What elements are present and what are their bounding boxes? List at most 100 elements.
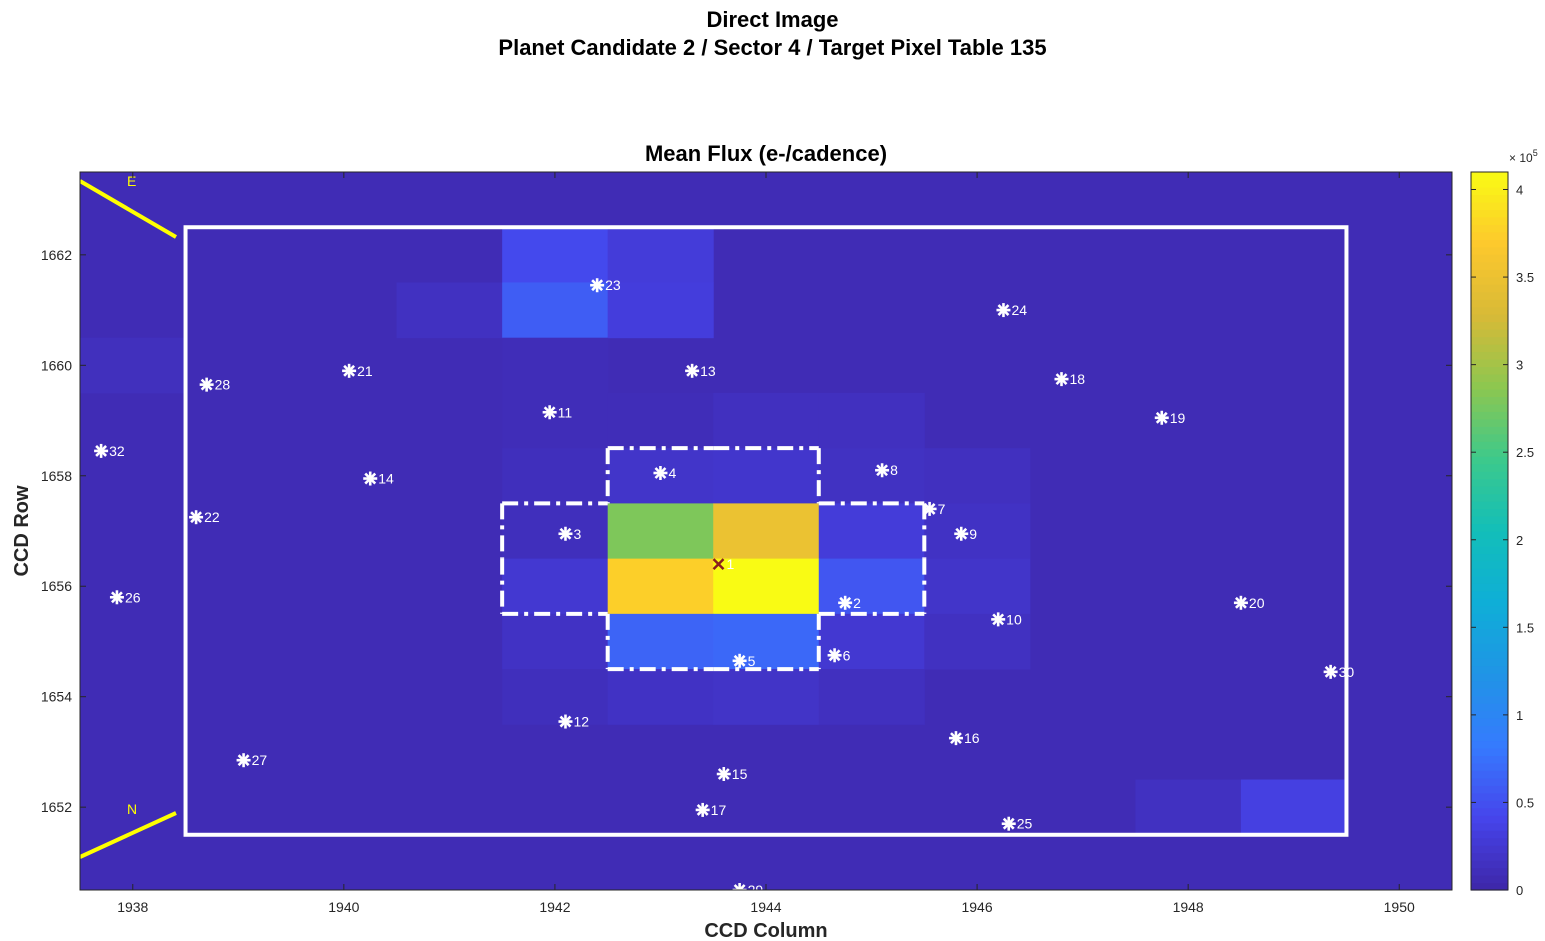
- heatmap-pixel: [924, 558, 1031, 615]
- star-label: 3: [573, 526, 581, 542]
- heatmap-pixel: [80, 337, 187, 394]
- star-label: 7: [938, 501, 946, 517]
- compass-north-label: N: [127, 801, 137, 817]
- star-label: 10: [1006, 611, 1022, 627]
- heatmap-pixel: [1135, 779, 1242, 836]
- star-marker: 12: [558, 714, 589, 730]
- heatmap-pixel: [713, 448, 820, 504]
- x-tick-label: 1950: [1384, 899, 1415, 915]
- x-axis-label: CCD Column: [704, 920, 827, 941]
- mask-outline: [183, 225, 1349, 837]
- heatmap-pixel: [607, 227, 714, 283]
- heatmap-pixel: [713, 558, 820, 615]
- heatmap-pixel: [607, 558, 714, 615]
- y-tick-label: 1654: [41, 689, 72, 705]
- star-marker: 24: [996, 302, 1027, 318]
- colorbar-tick-label: 2: [1516, 533, 1523, 548]
- colorbar-tick-label: 0: [1516, 883, 1523, 898]
- star-label: 13: [700, 363, 716, 379]
- heatmap-pixel: [924, 448, 1031, 504]
- heatmap-pixel: [396, 282, 503, 339]
- colorbar-frame: [1470, 171, 1509, 891]
- heatmap-pixel: [607, 613, 714, 670]
- heatmap-pixel: [502, 558, 609, 615]
- y-tick-label: 1656: [41, 578, 72, 594]
- star-label: 16: [964, 730, 980, 746]
- star-marker: 16: [948, 730, 980, 746]
- star-marker: 20: [1233, 595, 1265, 611]
- star-label: 30: [1339, 664, 1355, 680]
- star-marker: 7: [922, 501, 946, 517]
- heatmap-pixel: [818, 448, 925, 504]
- heatmap-pixel: [607, 503, 714, 560]
- colorbar-exponent: × 105: [1509, 148, 1538, 165]
- star-marker: 25: [1001, 816, 1033, 832]
- star-label: 26: [125, 589, 141, 605]
- heatmap-pixel: [607, 392, 714, 449]
- star-label: 14: [378, 471, 394, 487]
- y-axis-label: CCD Row: [11, 485, 33, 577]
- star-marker: 30: [1323, 664, 1355, 680]
- heatmap-pixel: [818, 669, 925, 725]
- star-marker: 27: [236, 752, 267, 768]
- star-marker: 11: [542, 404, 573, 420]
- star-marker: 19: [1154, 410, 1186, 426]
- heatmap-pixel: [502, 448, 609, 504]
- compass-east-label: E: [127, 173, 136, 189]
- colorbar-tick-label: 3: [1516, 358, 1523, 373]
- star-label: 11: [558, 404, 573, 420]
- star-label: 22: [204, 509, 220, 525]
- colorbar-tick-label: 1.5: [1516, 620, 1534, 635]
- colorbar-tick-label: 0.5: [1516, 795, 1534, 810]
- star-marker: 2: [838, 595, 861, 611]
- star-marker: 28: [199, 377, 231, 393]
- x-tick-label: 1946: [961, 899, 992, 915]
- heatmap-pixel: [502, 337, 609, 394]
- star-label: 25: [1017, 816, 1033, 832]
- heatmap-pixel: [713, 503, 820, 560]
- x-tick-label: 1940: [328, 899, 359, 915]
- heatmap-pixel: [502, 669, 609, 725]
- star-label: 28: [215, 377, 231, 393]
- star-marker: 5: [732, 653, 756, 669]
- x-tick-label: 1938: [117, 899, 148, 915]
- compass-north-arrow: [80, 811, 177, 859]
- x-tick-label: 1944: [750, 899, 781, 915]
- star-marker: 14: [363, 471, 394, 487]
- target-label: 1: [727, 556, 735, 572]
- heatmap-pixel: [818, 392, 925, 449]
- star-marker: 8: [875, 462, 898, 478]
- star-label: 29: [748, 882, 764, 898]
- star-label: 21: [357, 363, 373, 379]
- star-marker: 18: [1054, 371, 1086, 387]
- star-label: 20: [1249, 595, 1265, 611]
- heatmap-pixel: [502, 392, 609, 449]
- star-marker: 9: [954, 526, 977, 542]
- star-marker: 10: [991, 611, 1022, 627]
- star-label: 8: [890, 462, 898, 478]
- y-tick-label: 1662: [41, 247, 72, 263]
- y-tick-label: 1660: [41, 357, 72, 373]
- star-marker: 17: [695, 802, 726, 818]
- star-marker: 26: [109, 589, 141, 605]
- heatmap-pixel: [713, 392, 820, 449]
- star-marker: 32: [94, 443, 125, 459]
- heatmap-pixel: [818, 503, 925, 560]
- star-marker: 23: [590, 277, 621, 293]
- compass: EN: [80, 173, 178, 859]
- heatmap-pixel: [924, 613, 1031, 670]
- star-label: 5: [748, 653, 756, 669]
- figure-title-line2: Planet Candidate 2 / Sector 4 / Target P…: [498, 35, 1047, 60]
- star-label: 4: [668, 465, 676, 481]
- y-tick-label: 1658: [41, 468, 72, 484]
- star-label: 18: [1070, 371, 1086, 387]
- star-label: 15: [732, 766, 748, 782]
- heatmap-pixel: [607, 669, 714, 725]
- heatmap-pixel: [818, 613, 925, 670]
- heatmap-pixel: [818, 558, 925, 615]
- star-marker: 21: [342, 363, 373, 379]
- heatmap-pixel: [502, 503, 609, 560]
- heatmap-pixel: [713, 613, 820, 670]
